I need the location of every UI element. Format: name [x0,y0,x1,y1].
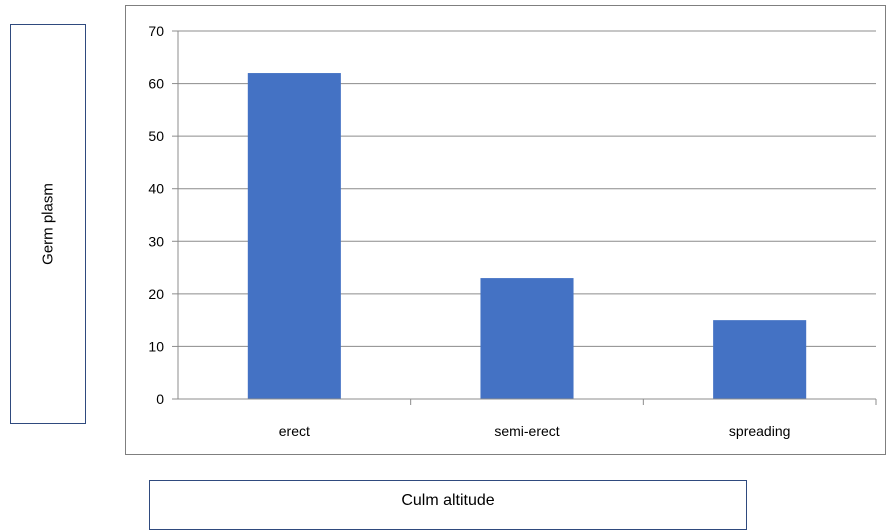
y-tick-label: 0 [156,391,164,407]
x-tick-label: erect [279,423,310,439]
bar-spreading [713,320,807,399]
y-tick-label: 50 [148,128,164,144]
y-tick-label: 10 [148,338,164,354]
x-tick-label: semi-erect [494,423,559,439]
y-tick-label: 40 [148,181,164,197]
bar-semi-erect [480,278,574,399]
x-axis-label: Culm altitude [401,492,495,509]
x-tick-label: spreading [729,423,791,439]
axes [172,30,877,405]
y-tick-label: 20 [148,286,164,302]
x-axis-label-box: Culm altitude [149,480,747,530]
y-tick-label: 70 [148,23,164,39]
bar-erect [247,73,341,400]
y-tick-label: 60 [148,76,164,92]
bars [247,73,807,400]
y-tick-label: 30 [148,233,164,249]
y-axis-label-box: Germ plasm [10,24,86,424]
tick-labels: 0 10 20 30 40 50 60 70 erect semi-erect spreading [148,23,790,439]
